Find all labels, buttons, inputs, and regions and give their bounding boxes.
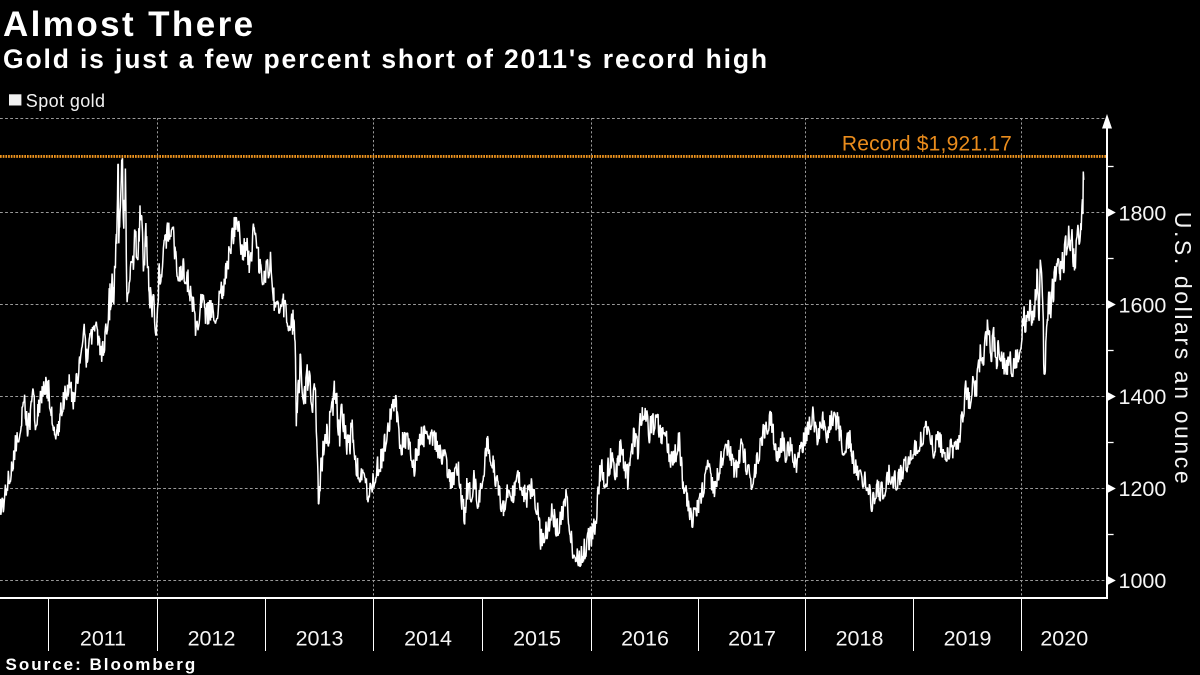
svg-text:2016: 2016 [621,627,669,651]
svg-text:1400: 1400 [1119,385,1167,409]
svg-text:Spot gold: Spot gold [26,91,106,111]
svg-text:2017: 2017 [728,627,776,651]
svg-text:2014: 2014 [404,627,452,651]
svg-text:1200: 1200 [1119,477,1167,501]
svg-text:Gold is just a few percent sho: Gold is just a few percent short of 2011… [3,44,769,74]
svg-text:2020: 2020 [1040,627,1088,651]
svg-text:1800: 1800 [1119,201,1167,225]
svg-text:Source: Bloomberg: Source: Bloomberg [6,655,198,674]
svg-text:2011: 2011 [80,627,126,651]
svg-text:U.S. dollars an ounce: U.S. dollars an ounce [1170,212,1196,487]
svg-text:2019: 2019 [944,627,992,651]
svg-text:2013: 2013 [296,627,344,651]
svg-text:1000: 1000 [1119,569,1167,593]
svg-text:2018: 2018 [836,627,884,651]
svg-text:2012: 2012 [188,627,236,651]
svg-text:Record $1,921.17: Record $1,921.17 [842,133,1012,156]
svg-text:Almost There: Almost There [3,5,255,44]
svg-text:1600: 1600 [1119,293,1167,317]
svg-text:2015: 2015 [513,627,561,651]
